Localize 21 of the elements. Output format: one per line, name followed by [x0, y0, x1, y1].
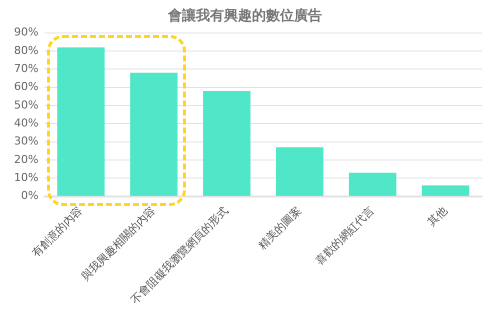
bar — [422, 185, 470, 196]
x-tick-label: 喜歡的網紅代言 — [313, 204, 377, 268]
bar — [348, 172, 396, 196]
y-tick-label: 20% — [14, 152, 38, 166]
x-tick-label: 精美的圖案 — [256, 204, 304, 252]
bar — [130, 72, 178, 196]
y-tick-label: 90% — [14, 26, 38, 39]
y-tick-label: 60% — [14, 80, 38, 94]
y-tick-label: 70% — [14, 62, 38, 75]
y-tick-label: 80% — [14, 44, 38, 57]
y-tick-label: 40% — [14, 116, 38, 130]
chart-title: 會讓我有興趣的數位廣告 — [167, 7, 322, 24]
y-tick-label: 30% — [14, 134, 38, 148]
bar — [203, 90, 250, 196]
y-tick-label: 0% — [20, 189, 38, 202]
bar — [276, 147, 324, 196]
x-tick-label: 其他 — [424, 204, 450, 229]
bar — [57, 47, 105, 196]
y-tick-label: 10% — [14, 171, 38, 184]
x-tick-label: 有創意的內容 — [29, 204, 86, 260]
y-tick-label: 50% — [14, 98, 38, 112]
